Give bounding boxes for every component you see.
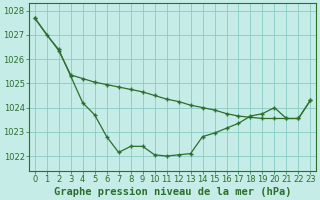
X-axis label: Graphe pression niveau de la mer (hPa): Graphe pression niveau de la mer (hPa) [54,186,291,197]
